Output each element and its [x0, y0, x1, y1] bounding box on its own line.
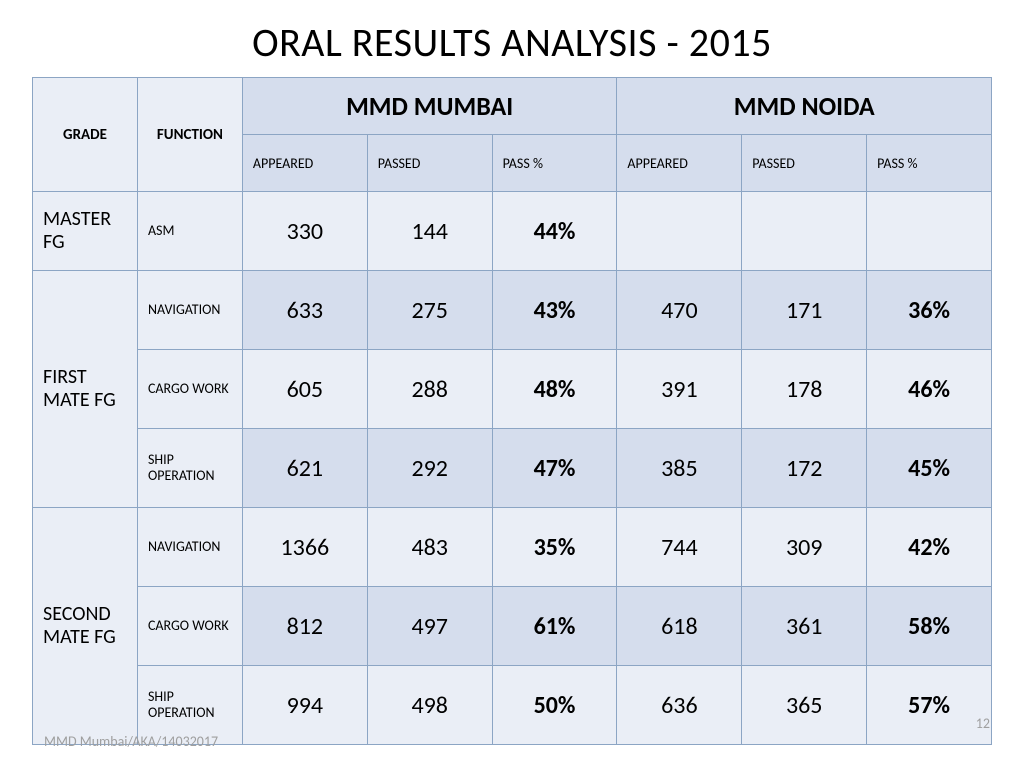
cell-pct: 61% — [492, 587, 617, 666]
grade-master-fg: MASTER FG — [33, 192, 138, 271]
function-asm: ASM — [137, 192, 242, 271]
subheader-passed: PASSED — [742, 135, 867, 192]
subheader-appeared: APPEARED — [242, 135, 367, 192]
cell-appeared: 994 — [242, 666, 367, 745]
subheader-appeared: APPEARED — [617, 135, 742, 192]
cell-passed: 275 — [367, 271, 492, 350]
cell-pct: 48% — [492, 350, 617, 429]
cell-passed: 292 — [367, 429, 492, 508]
cell-passed: 171 — [742, 271, 867, 350]
cell-passed: 361 — [742, 587, 867, 666]
cell-appeared: 621 — [242, 429, 367, 508]
cell-appeared: 385 — [617, 429, 742, 508]
table-row: CARGO WORK 812 497 61% 618 361 58% — [33, 587, 992, 666]
cell-pct: 45% — [867, 429, 992, 508]
grade-first-mate-fg: FIRST MATE FG — [33, 271, 138, 508]
table-row: SECOND MATE FG NAVIGATION 1366 483 35% 7… — [33, 508, 992, 587]
cell-passed: 497 — [367, 587, 492, 666]
results-table: GRADE FUNCTION MMD MUMBAI MMD NOIDA APPE… — [32, 77, 992, 745]
function-ship-operation: SHIP OPERATION — [137, 429, 242, 508]
subheader-pct: PASS % — [867, 135, 992, 192]
cell-pct: 50% — [492, 666, 617, 745]
cell-appeared: 636 — [617, 666, 742, 745]
subheader-passed: PASSED — [367, 135, 492, 192]
cell-appeared: 470 — [617, 271, 742, 350]
cell-appeared: 618 — [617, 587, 742, 666]
cell-passed — [742, 192, 867, 271]
cell-appeared: 812 — [242, 587, 367, 666]
cell-passed: 309 — [742, 508, 867, 587]
table-row: CARGO WORK 605 288 48% 391 178 46% — [33, 350, 992, 429]
cell-pct: 46% — [867, 350, 992, 429]
cell-pct: 57% — [867, 666, 992, 745]
function-cargo-work: CARGO WORK — [137, 587, 242, 666]
cell-pct: 35% — [492, 508, 617, 587]
cell-pct: 43% — [492, 271, 617, 350]
function-navigation: NAVIGATION — [137, 508, 242, 587]
cell-passed: 365 — [742, 666, 867, 745]
function-cargo-work: CARGO WORK — [137, 350, 242, 429]
cell-appeared: 391 — [617, 350, 742, 429]
cell-passed: 172 — [742, 429, 867, 508]
header-location-mumbai: MMD MUMBAI — [242, 78, 617, 135]
cell-passed: 288 — [367, 350, 492, 429]
grade-second-mate-fg: SECOND MATE FG — [33, 508, 138, 745]
table-row: MASTER FG ASM 330 144 44% — [33, 192, 992, 271]
cell-appeared: 1366 — [242, 508, 367, 587]
page-number: 12 — [976, 715, 990, 732]
subheader-pct: PASS % — [492, 135, 617, 192]
table-row: SHIP OPERATION 621 292 47% 385 172 45% — [33, 429, 992, 508]
table-row: FIRST MATE FG NAVIGATION 633 275 43% 470… — [33, 271, 992, 350]
cell-pct: 42% — [867, 508, 992, 587]
cell-appeared — [617, 192, 742, 271]
header-location-noida: MMD NOIDA — [617, 78, 992, 135]
page-title: ORAL RESULTS ANALYSIS - 2015 — [0, 0, 1024, 77]
cell-appeared: 605 — [242, 350, 367, 429]
cell-appeared: 744 — [617, 508, 742, 587]
cell-pct: 36% — [867, 271, 992, 350]
cell-pct — [867, 192, 992, 271]
cell-passed: 144 — [367, 192, 492, 271]
cell-appeared: 633 — [242, 271, 367, 350]
cell-pct: 58% — [867, 587, 992, 666]
cell-passed: 483 — [367, 508, 492, 587]
cell-pct: 47% — [492, 429, 617, 508]
function-navigation: NAVIGATION — [137, 271, 242, 350]
cell-passed: 498 — [367, 666, 492, 745]
header-function: FUNCTION — [137, 78, 242, 192]
cell-passed: 178 — [742, 350, 867, 429]
footer-text: MMD Mumbai/AKA/14032017 — [44, 733, 218, 750]
cell-appeared: 330 — [242, 192, 367, 271]
header-grade: GRADE — [33, 78, 138, 192]
cell-pct: 44% — [492, 192, 617, 271]
